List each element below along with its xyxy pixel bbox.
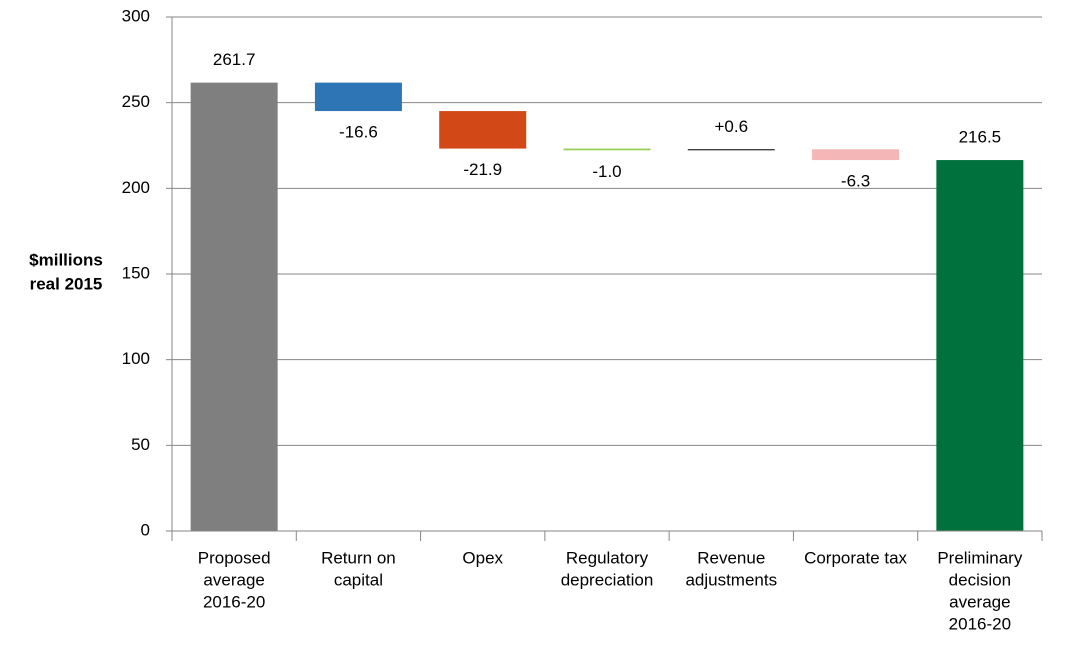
value-label: 216.5 [959, 128, 1002, 147]
y-axis-label: $millions [29, 250, 103, 269]
bar [563, 148, 651, 151]
x-tick-label: Preliminary [937, 548, 1023, 567]
y-tick-label: 300 [122, 6, 150, 25]
x-tick-label: depreciation [561, 570, 654, 589]
x-tick-label: Proposed [198, 548, 271, 567]
value-label: 261.7 [213, 50, 256, 69]
x-tick-label: capital [334, 570, 383, 589]
x-tick-label: Regulatory [566, 548, 649, 567]
value-label: +0.6 [715, 117, 749, 136]
y-tick-label: 100 [122, 349, 150, 368]
bar [687, 149, 775, 151]
value-label: -6.3 [841, 172, 870, 191]
bar [314, 82, 402, 112]
x-tick-label: Opex [462, 548, 503, 567]
x-tick-label: 2016-20 [203, 592, 265, 611]
bar [190, 82, 278, 531]
value-label: -21.9 [463, 160, 502, 179]
x-tick-label: 2016-20 [949, 614, 1011, 633]
x-tick-label: decision [949, 570, 1011, 589]
y-axis-label: real 2015 [30, 274, 103, 293]
value-label: -1.0 [592, 162, 621, 181]
y-tick-label: 0 [141, 520, 150, 539]
x-tick-label: average [949, 592, 1010, 611]
bar [812, 149, 900, 161]
x-tick-label: adjustments [685, 570, 777, 589]
y-tick-label: 200 [122, 178, 150, 197]
x-tick-label: Corporate tax [804, 548, 907, 567]
bar [439, 111, 527, 149]
y-tick-label: 150 [122, 263, 150, 282]
x-tick-label: Return on [321, 548, 396, 567]
value-label: -16.6 [339, 123, 378, 142]
y-tick-label: 250 [122, 92, 150, 111]
bar [936, 160, 1024, 531]
x-tick-label: Revenue [697, 548, 765, 567]
y-tick-label: 50 [131, 435, 150, 454]
x-tick-label: average [203, 570, 264, 589]
